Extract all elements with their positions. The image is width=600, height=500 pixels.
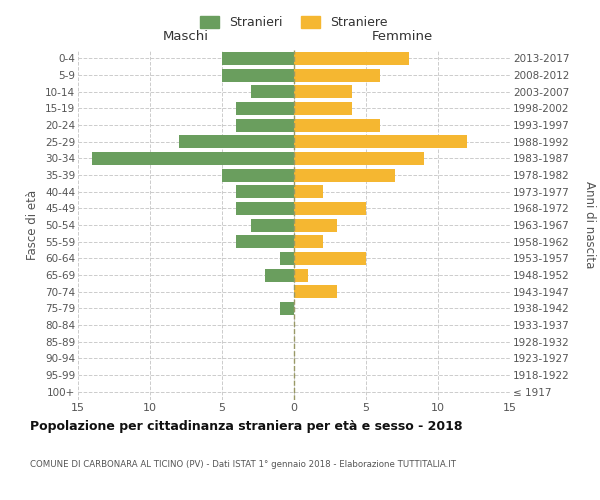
Bar [294,268,308,281]
Bar [222,52,294,65]
Text: Popolazione per cittadinanza straniera per età e sesso - 2018: Popolazione per cittadinanza straniera p… [30,420,463,433]
Bar [294,118,380,132]
Bar [294,202,366,215]
Bar [280,252,294,265]
Bar [236,202,294,215]
Bar [294,152,424,165]
Bar [222,168,294,181]
Bar [294,252,366,265]
Bar [294,235,323,248]
Bar [236,118,294,132]
Bar [265,268,294,281]
Text: COMUNE DI CARBONARA AL TICINO (PV) - Dati ISTAT 1° gennaio 2018 - Elaborazione T: COMUNE DI CARBONARA AL TICINO (PV) - Dat… [30,460,456,469]
Bar [222,68,294,82]
Bar [294,85,352,98]
Bar [294,52,409,65]
Bar [294,185,323,198]
Bar [236,235,294,248]
Bar [236,185,294,198]
Bar [294,68,380,82]
Bar [294,168,395,181]
Bar [236,102,294,115]
Y-axis label: Fasce di età: Fasce di età [26,190,40,260]
Bar [92,152,294,165]
Legend: Stranieri, Straniere: Stranieri, Straniere [196,11,392,34]
Bar [179,135,294,148]
Bar [251,85,294,98]
Bar [280,302,294,315]
Bar [294,102,352,115]
Bar [294,285,337,298]
Text: Maschi: Maschi [163,30,209,43]
Bar [294,135,467,148]
Text: Femmine: Femmine [371,30,433,43]
Y-axis label: Anni di nascita: Anni di nascita [583,182,596,268]
Bar [251,218,294,232]
Bar [294,218,337,232]
